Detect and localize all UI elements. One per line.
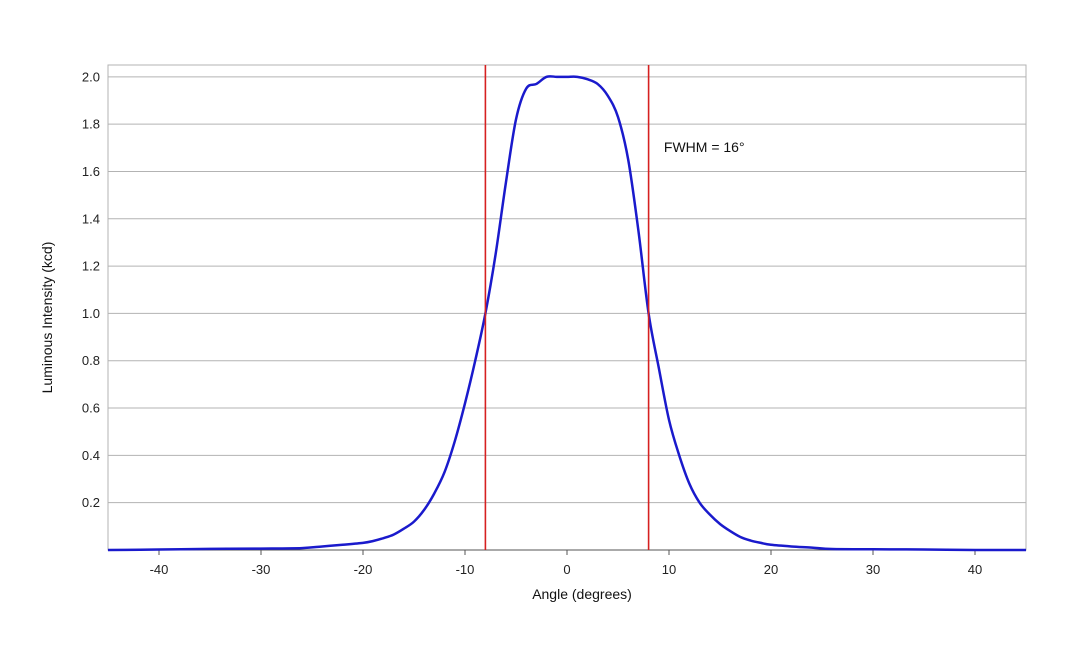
data-point	[383, 537, 385, 539]
y-tick-label: 1.8	[82, 117, 100, 132]
y-tick-label: 1.6	[82, 164, 100, 179]
data-point	[750, 540, 752, 542]
data-point	[658, 367, 660, 369]
x-tick-label: 10	[662, 562, 676, 577]
data-point	[729, 530, 731, 532]
data-point	[923, 549, 925, 551]
data-point	[974, 549, 976, 551]
data-point	[403, 528, 405, 530]
data-point	[678, 455, 680, 457]
y-tick-label: 1.4	[82, 211, 100, 226]
data-point	[413, 521, 415, 523]
data-point	[423, 509, 425, 511]
data-point	[321, 546, 323, 548]
data-point	[699, 502, 701, 504]
data-point	[689, 483, 691, 485]
data-point	[536, 83, 538, 85]
data-point	[587, 78, 589, 80]
data-point	[576, 76, 578, 78]
data-point	[495, 253, 497, 255]
data-point	[1025, 549, 1027, 551]
data-point	[791, 546, 793, 548]
data-point	[158, 549, 160, 551]
data-point	[627, 159, 629, 161]
data-point	[474, 360, 476, 362]
data-point	[831, 548, 833, 550]
data-point	[719, 523, 721, 525]
y-tick-label: 1.0	[82, 306, 100, 321]
data-point	[760, 542, 762, 544]
data-point	[515, 119, 517, 121]
y-tick-label: 0.8	[82, 353, 100, 368]
data-point	[638, 230, 640, 232]
y-tick-label: 0.4	[82, 448, 100, 463]
data-point	[525, 88, 527, 90]
data-point	[617, 116, 619, 118]
data-point	[342, 544, 344, 546]
y-tick-label: 2.0	[82, 69, 100, 84]
data-point	[454, 440, 456, 442]
x-tick-label: -10	[456, 562, 475, 577]
data-point	[372, 540, 374, 542]
data-point	[505, 182, 507, 184]
x-tick-label: 40	[968, 562, 982, 577]
data-point	[556, 76, 558, 78]
data-point	[209, 548, 211, 550]
data-point	[393, 534, 395, 536]
x-tick-label: -40	[150, 562, 169, 577]
x-tick-label: 30	[866, 562, 880, 577]
data-point	[872, 548, 874, 550]
data-point	[107, 549, 109, 551]
data-point	[607, 95, 609, 97]
x-tick-label: -20	[354, 562, 373, 577]
data-point	[546, 76, 548, 78]
data-point	[770, 544, 772, 546]
data-point	[260, 548, 262, 550]
x-axis-label: Angle (degrees)	[532, 586, 632, 602]
data-point	[301, 547, 303, 549]
data-point	[434, 492, 436, 494]
data-point	[668, 419, 670, 421]
series-line	[107, 75, 1027, 552]
y-axis-label: Luminous Intensity (kcd)	[39, 242, 55, 394]
plot-area	[107, 64, 1027, 551]
y-tick-label: 0.6	[82, 401, 100, 416]
x-tick-label: -30	[252, 562, 271, 577]
data-point	[597, 83, 599, 85]
data-point	[444, 471, 446, 473]
y-tick-label: 1.2	[82, 259, 100, 274]
data-point	[811, 547, 813, 549]
data-point	[740, 536, 742, 538]
data-point	[566, 76, 568, 78]
x-tick-label: 20	[764, 562, 778, 577]
y-tick-label: 0.2	[82, 495, 100, 510]
fwhm-annotation: FWHM = 16°	[664, 139, 745, 155]
data-point	[362, 542, 364, 544]
data-point	[464, 403, 466, 405]
data-point	[709, 514, 711, 516]
x-tick-label: 0	[563, 562, 570, 577]
